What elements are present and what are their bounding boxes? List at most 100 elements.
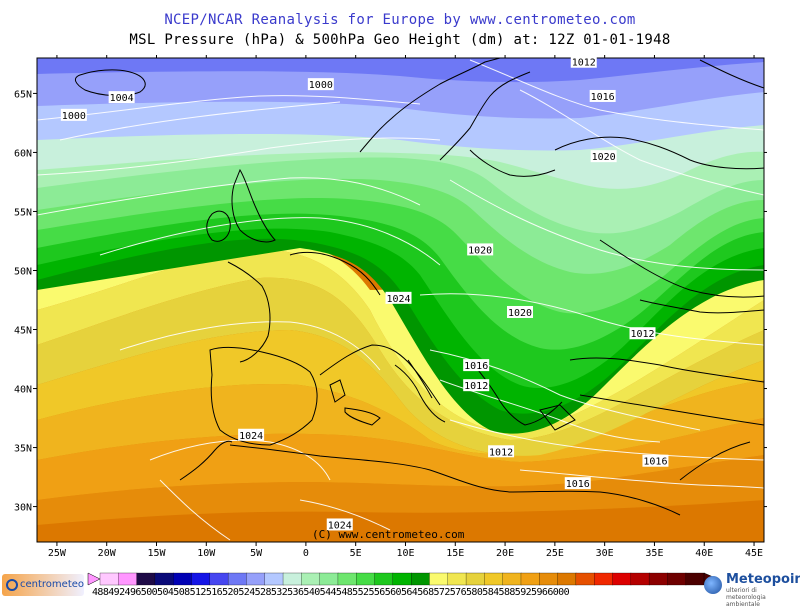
logo-circle-icon (6, 579, 18, 591)
color-scale-legend (87, 572, 719, 586)
lon-tick-label: 5W (250, 548, 263, 559)
legend-swatch (246, 572, 266, 586)
legend-swatch (612, 572, 632, 586)
isobar-label: 1020 (508, 308, 532, 319)
isobar-label: 1004 (110, 93, 134, 104)
legend-swatch (227, 572, 248, 586)
isobar-label: 1012 (630, 329, 654, 340)
isobar-label: 1012 (464, 381, 488, 392)
legend-swatch (594, 572, 614, 586)
isobar-label-bg (108, 91, 135, 104)
legend-swatch (447, 572, 467, 586)
lon-tick-label: 0 (303, 548, 309, 559)
isobar-label: 1024 (328, 520, 352, 531)
isobar-label: 1000 (62, 111, 86, 122)
lon-tick-label: 10E (396, 548, 414, 559)
coastlines (74, 58, 764, 516)
map-title: NCEP/NCAR Reanalysis for Europe by www.c… (164, 12, 636, 28)
isobar-label-bg (629, 327, 656, 340)
lon-tick-label: 25W (48, 548, 67, 559)
map-frame (36, 57, 765, 543)
copyright-text: (C) www.centrometeo.com (312, 528, 465, 541)
lon-tick-label: 45E (745, 548, 763, 559)
legend-swatch (173, 572, 193, 586)
lon-tick-label: 35E (645, 548, 663, 559)
isobar-label-bg (467, 243, 494, 256)
isobar-label-bg (307, 78, 334, 91)
legend-swatch (319, 572, 339, 586)
legend-swatch (411, 572, 431, 586)
legend-swatch (118, 572, 138, 586)
meteopoint-logo: Meteopoint ulteriori di meteorologia amb… (704, 572, 800, 608)
lat-tick-label: 65N (14, 89, 32, 100)
lon-tick-label: 15W (147, 548, 166, 559)
legend-swatch (282, 572, 302, 586)
isobar-label: 1016 (591, 92, 615, 103)
isobar-label-bg (488, 445, 515, 458)
isobar-label: 1012 (489, 447, 513, 458)
centrometeo-logo: centrometeo (2, 574, 84, 596)
lat-tick-label: 35N (14, 444, 32, 455)
isobar-lines (37, 59, 764, 541)
legend-swatch (465, 572, 486, 586)
legend-arrow-left (87, 572, 101, 586)
legend-swatch (557, 572, 577, 586)
legend-swatch (99, 572, 119, 586)
legend-swatch (520, 572, 540, 586)
isobar-label-bg (570, 55, 597, 68)
legend-swatch (136, 572, 156, 586)
legend-swatch (209, 572, 229, 586)
isobar-label: 1016 (464, 361, 488, 372)
meteopoint-logo-subtitle: ulteriori di meteorologia ambientale (726, 587, 766, 608)
lon-tick-label: 20W (98, 548, 117, 559)
lat-tick-label: 60N (14, 148, 32, 159)
lon-tick-label: 25E (546, 548, 564, 559)
isobar-label: 1000 (309, 80, 333, 91)
isobar-label-bg (463, 359, 490, 372)
lat-tick-label: 55N (14, 207, 32, 218)
isobar-label: 1020 (468, 245, 492, 256)
color-scale-labels: 4884924965005045085125165205245285325365… (92, 587, 570, 598)
isobar-label: 1016 (643, 457, 667, 468)
legend-swatch (356, 572, 376, 586)
isobar-label-bg (507, 305, 534, 318)
legend-swatch (539, 572, 559, 586)
legend-swatch (154, 572, 174, 586)
legend-swatch (429, 572, 449, 586)
legend-swatch (392, 572, 412, 586)
legend-swatch (484, 572, 504, 586)
legend-swatch (337, 572, 357, 586)
legend-swatch (191, 572, 211, 586)
latitude-axis: 65N 60N 55N 50N 45N 40N 35N 30N (14, 89, 767, 514)
isobar-label-bg (564, 477, 591, 490)
lat-tick-label: 40N (14, 385, 32, 396)
isobar-label-bg (385, 291, 412, 304)
legend-swatch (374, 572, 394, 586)
legend-swatch (648, 572, 669, 586)
lon-tick-label: 30E (596, 548, 614, 559)
isobar-label-bg (590, 150, 617, 163)
legend-swatch (667, 572, 687, 586)
lon-tick-label: 20E (496, 548, 514, 559)
isobar-label-bg (642, 454, 669, 467)
isobar-label: 1012 (572, 58, 596, 69)
meteopoint-logo-text: Meteopoint (726, 572, 800, 587)
lon-tick-label: 40E (695, 548, 713, 559)
isobar-label-bg (589, 89, 616, 102)
isobar-label: 1016 (566, 479, 590, 490)
isobar-labels: 1012 1004 1000 1000 1016 1020 1020 1024 1020 1012… (60, 55, 669, 531)
legend-swatch (575, 572, 595, 586)
globe-icon (704, 576, 722, 594)
legend-swatch (264, 572, 284, 586)
legend-swatch (685, 572, 705, 586)
lon-tick-label: 10W (197, 548, 216, 559)
isobar-label-bg (60, 108, 87, 121)
isobar-label-bg (238, 428, 265, 441)
isobar-label-bg (463, 379, 490, 392)
legend-swatch (301, 572, 321, 586)
lat-tick-label: 45N (14, 326, 32, 337)
lon-tick-label: 15E (446, 548, 464, 559)
isobar-label: 1024 (239, 431, 263, 442)
isobar-label: 1024 (386, 294, 410, 305)
